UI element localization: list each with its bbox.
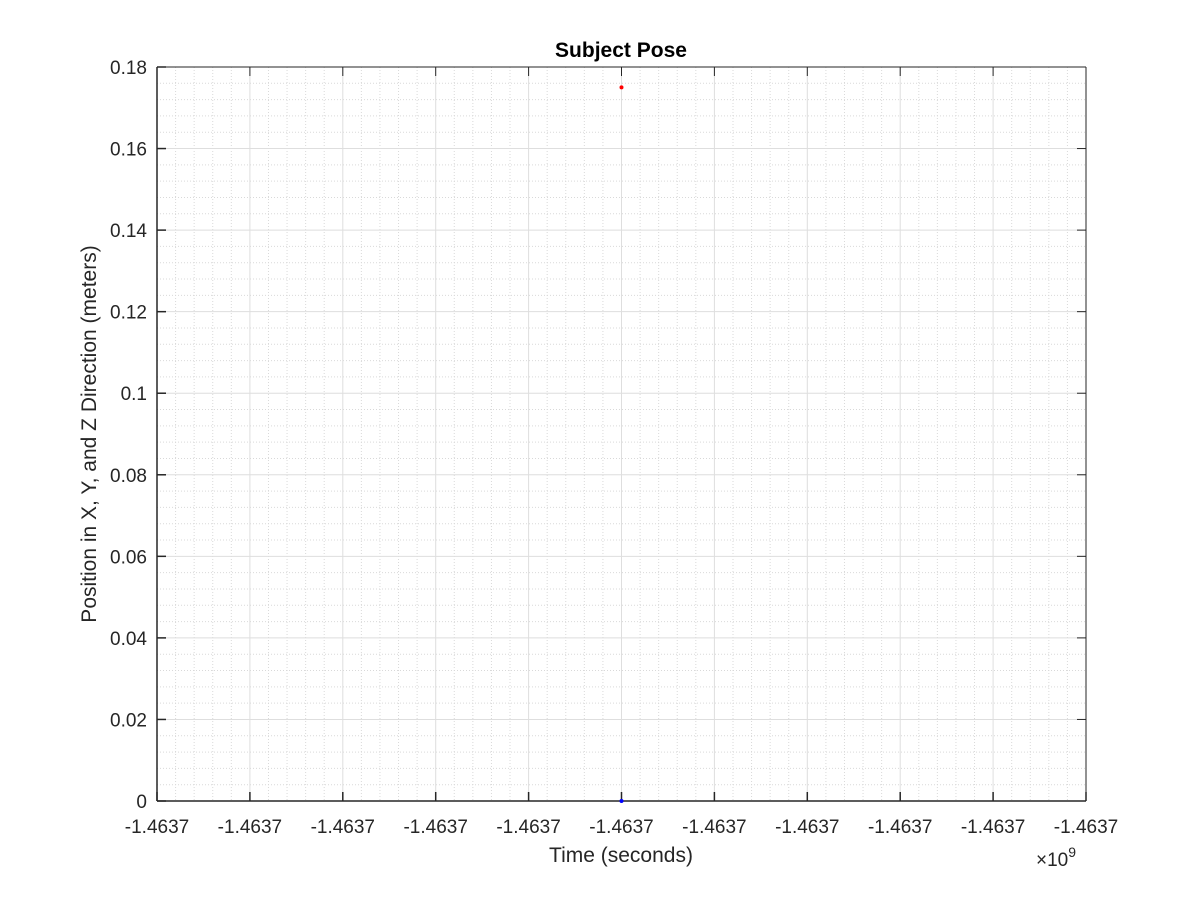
y-tick-label: 0: [136, 792, 147, 813]
y-axis-title: Position in X, Y, and Z Direction (meter…: [78, 245, 101, 622]
y-tick-label: 0.02: [110, 710, 147, 731]
chart-title: Subject Pose: [555, 39, 687, 62]
x-tick-label: -1.4637: [961, 817, 1025, 838]
y-tick-label: 0.1: [121, 384, 147, 405]
y-tick-labels: 0 0.02 0.04 0.06 0.08 0.1 0.12 0.14 0.16 0.18: [110, 58, 147, 813]
x-axis-title: Time (seconds): [549, 844, 693, 867]
y-tick-label: 0.04: [110, 629, 147, 650]
x-tick-label: -1.4637: [868, 817, 932, 838]
y-tick-label: 0.16: [110, 140, 147, 161]
x-exponent-power: 9: [1068, 844, 1076, 860]
x-tick-labels: -1.4637 -1.4637 -1.4637 -1.4637 -1.4637 -1.46…: [125, 817, 1118, 838]
minor-grid: [157, 67, 1086, 801]
y-tick-label: 0.12: [110, 303, 147, 324]
data-point: [619, 85, 624, 90]
x-tick-label: -1.4637: [125, 817, 189, 838]
major-grid: [156, 66, 1087, 802]
x-tick-label: -1.4637: [218, 817, 282, 838]
y-tick-label: 0.08: [110, 466, 147, 487]
x-tick-label: -1.4637: [589, 817, 653, 838]
x-tick-label: -1.4637: [775, 817, 839, 838]
y-tick-label: 0.18: [110, 58, 147, 79]
y-tick-label: 0.14: [110, 221, 147, 242]
x-exponent-label: ×109: [1036, 844, 1076, 871]
x-tick-label: -1.4637: [496, 817, 560, 838]
x-tick-label: -1.4637: [682, 817, 746, 838]
x-tick-label: -1.4637: [1054, 817, 1118, 838]
data-point: [619, 799, 624, 803]
x-tick-label: -1.4637: [311, 817, 375, 838]
tick-marks: [156, 66, 1087, 802]
data-points: [619, 85, 624, 803]
x-exponent-base: ×10: [1036, 850, 1068, 871]
y-tick-label: 0.06: [110, 547, 147, 568]
x-tick-label: -1.4637: [403, 817, 467, 838]
